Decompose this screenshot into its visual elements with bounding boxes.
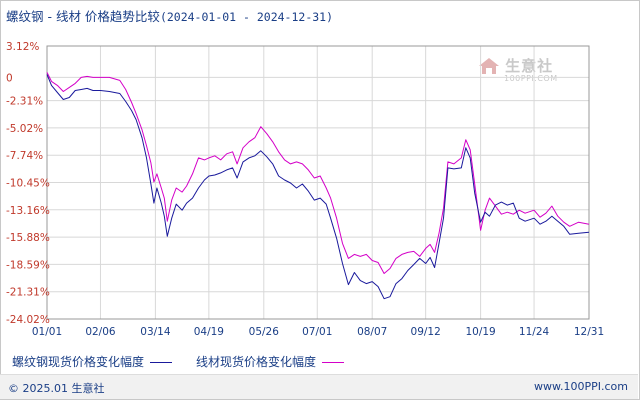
y-tick-label: -2.31%: [6, 96, 43, 108]
watermark-name: 生意社: [505, 57, 554, 75]
x-tick-label: 04/19: [194, 326, 224, 338]
x-tick-label: 10/19: [465, 326, 495, 338]
chart-title: 螺纹钢 - 线材 价格趋势比较(2024-01-01 - 2024-12-31): [6, 6, 333, 25]
y-tick-label: 3.12%: [6, 41, 39, 53]
y-tick-label: -5.02%: [6, 123, 43, 135]
chart-series: [46, 72, 590, 300]
footer-site-link[interactable]: www.100PPI.com: [534, 380, 628, 393]
title-text: 螺纹钢 - 线材 价格趋势比较: [6, 9, 160, 24]
x-tick-label: 01/01: [32, 326, 62, 338]
x-tick-label: 02/06: [85, 326, 116, 338]
y-tick-label: -21.31%: [6, 287, 50, 299]
chart-grid: [46, 45, 590, 320]
x-tick-label: 11/24: [519, 326, 550, 338]
plot-border: [46, 45, 590, 320]
watermark-url: 100PPI.COM: [504, 74, 558, 83]
legend-label-series1: 螺纹钢现货价格变化幅度: [12, 355, 145, 369]
y-tick-label: -18.59%: [6, 259, 50, 271]
y-axis-labels: 3.12% 0 -2.31% -5.02% -7.74% -10.45% -13.16% -1…: [6, 41, 50, 326]
y-tick-label: -7.74%: [6, 150, 43, 162]
x-tick-label: 05/26: [249, 326, 280, 338]
series-line-1: [46, 74, 590, 300]
y-tick-label: -10.45%: [6, 178, 50, 190]
footer-bar: © 2025.01 生意社 www.100PPI.com: [0, 374, 638, 399]
legend-label-series2: 线材现货价格变化幅度: [196, 355, 317, 369]
x-tick-label: 03/14: [140, 326, 171, 338]
y-tick-label: -15.88%: [6, 232, 50, 244]
legend-swatch-series2: [322, 362, 345, 363]
x-tick-label: 08/07: [357, 326, 387, 338]
series-line-2: [46, 72, 590, 274]
date-range: (2024-01-01 - 2024-12-31): [159, 10, 334, 24]
x-tick-label: 09/12: [411, 326, 441, 338]
watermark-logo: 生意社 100PPI.COM: [478, 55, 557, 83]
x-tick-label: 12/31: [574, 326, 604, 338]
legend-swatch-series1: [150, 362, 173, 363]
chart-legend: 螺纹钢现货价格变化幅度 线材现货价格变化幅度: [12, 353, 350, 370]
house-logo-icon: [479, 57, 499, 74]
y-tick-label: -13.16%: [6, 205, 50, 217]
y-tick-label: -24.02%: [6, 314, 50, 326]
y-tick-label: 0: [6, 72, 13, 84]
x-tick-label: 07/01: [302, 326, 332, 338]
x-axis-labels: 01/01 02/06 03/14 04/19 05/26 07/01 08/07 09/12…: [32, 326, 604, 338]
footer-copyright: © 2025.01 生意社: [8, 382, 105, 395]
